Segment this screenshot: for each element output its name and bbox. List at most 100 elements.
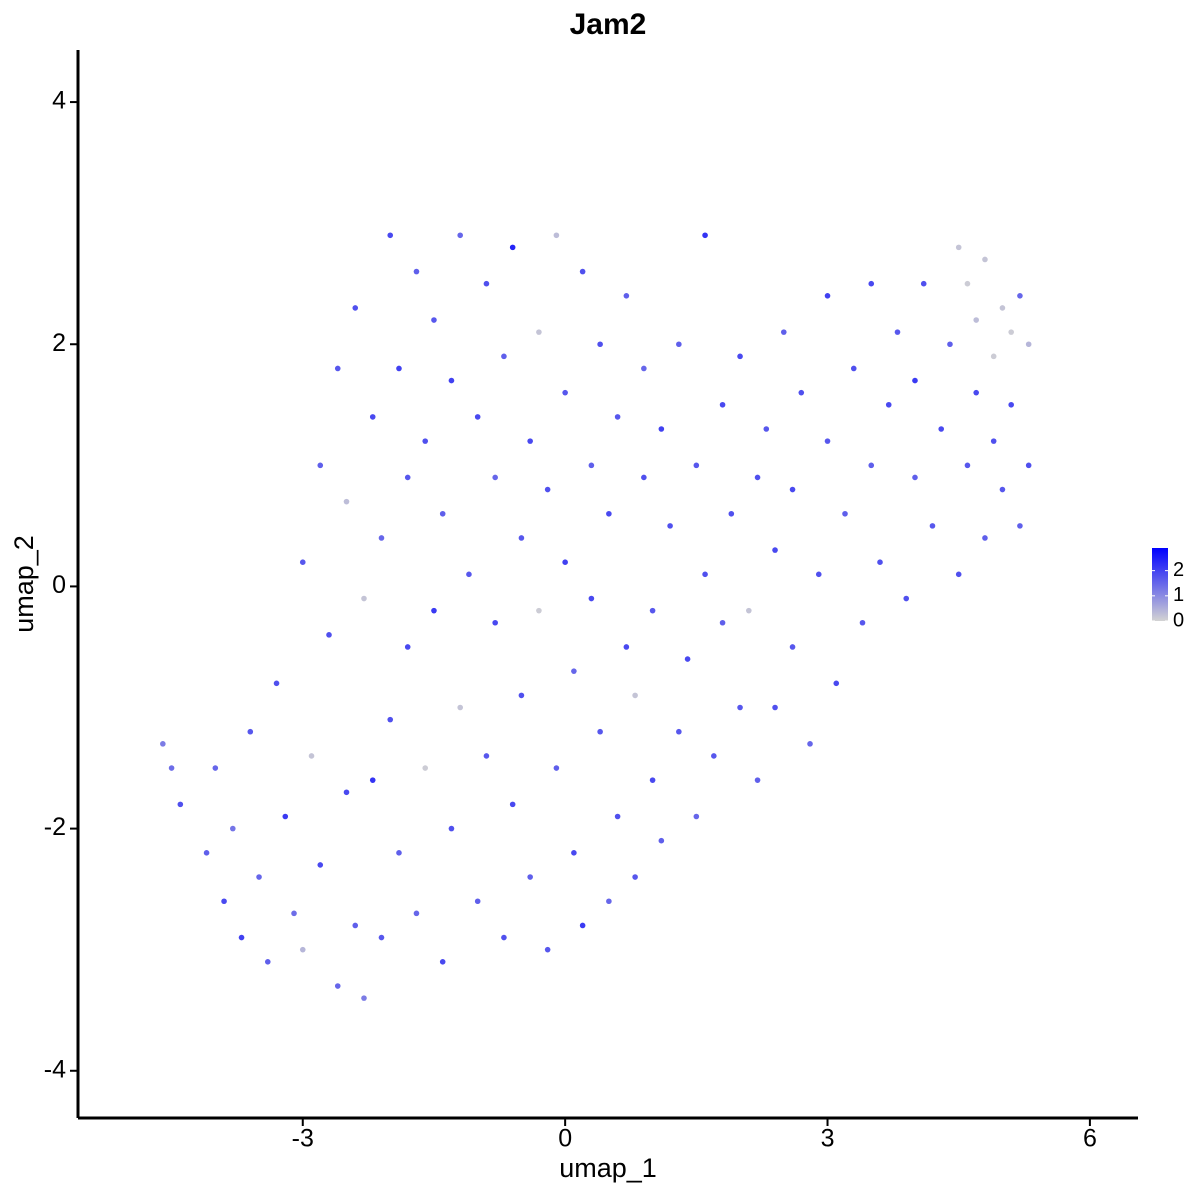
- point: [221, 898, 227, 905]
- point: [728, 510, 735, 517]
- point: [955, 244, 962, 251]
- point: [553, 765, 560, 771]
- point: [413, 268, 420, 275]
- point: [509, 801, 516, 808]
- point: [824, 293, 831, 299]
- point: [676, 341, 682, 348]
- point: [1008, 401, 1014, 408]
- point: [894, 329, 901, 335]
- chart-title: Jam2: [570, 8, 647, 41]
- point: [641, 474, 647, 481]
- point: [693, 462, 700, 469]
- point: [780, 329, 787, 335]
- point: [230, 825, 236, 832]
- point: [614, 813, 621, 820]
- point: [938, 426, 945, 432]
- point: [964, 280, 971, 287]
- point: [492, 619, 498, 626]
- point: [737, 704, 743, 711]
- point: [282, 813, 289, 820]
- point: [850, 365, 857, 372]
- point: [920, 280, 927, 287]
- point: [815, 571, 822, 578]
- point: [868, 462, 875, 469]
- point: [859, 619, 866, 626]
- point: [352, 305, 359, 311]
- point: [457, 704, 463, 711]
- point: [702, 232, 708, 239]
- point: [553, 232, 560, 239]
- point: [999, 486, 1006, 493]
- point: [990, 438, 997, 444]
- point: [203, 850, 210, 856]
- point: [334, 365, 341, 372]
- y-tick-label: 2: [52, 329, 66, 357]
- point: [1017, 293, 1023, 299]
- point: [579, 268, 586, 275]
- point: [824, 438, 831, 444]
- point: [623, 644, 630, 650]
- point: [536, 329, 542, 335]
- point: [256, 874, 262, 880]
- point: [929, 523, 936, 529]
- point: [719, 619, 726, 626]
- point: [544, 486, 551, 493]
- y-axis-label: umap_2: [9, 535, 39, 633]
- point: [737, 353, 743, 360]
- y-tick-label: -2: [44, 813, 66, 841]
- point: [238, 934, 245, 941]
- point: [667, 523, 673, 529]
- point: [632, 874, 638, 880]
- point: [439, 958, 446, 965]
- point: [579, 922, 586, 929]
- point: [483, 753, 490, 759]
- point: [422, 765, 429, 771]
- point: [912, 474, 918, 481]
- point: [719, 401, 726, 408]
- point: [299, 946, 306, 953]
- point: [606, 898, 612, 905]
- point: [868, 280, 875, 287]
- point: [562, 389, 568, 396]
- point: [291, 910, 297, 917]
- point: [334, 983, 341, 989]
- point: [912, 377, 918, 384]
- point: [676, 728, 682, 735]
- point: [885, 401, 892, 408]
- point: [536, 607, 542, 614]
- point: [177, 801, 184, 808]
- point: [317, 862, 324, 868]
- point: [1025, 341, 1032, 348]
- point: [483, 280, 490, 287]
- point: [387, 716, 394, 723]
- point: [947, 341, 953, 348]
- point: [431, 317, 437, 323]
- point: [439, 510, 446, 517]
- x-tick-label: 0: [558, 1125, 572, 1153]
- colorbar-tick-label: 2: [1173, 559, 1184, 581]
- point: [343, 498, 350, 505]
- point: [448, 825, 455, 832]
- point: [431, 607, 437, 614]
- point: [527, 874, 533, 880]
- point: [649, 607, 656, 614]
- point: [571, 668, 577, 674]
- point: [501, 353, 507, 360]
- point: [492, 474, 498, 481]
- point: [789, 644, 796, 650]
- point: [973, 317, 980, 323]
- point: [772, 547, 778, 553]
- point: [614, 414, 621, 420]
- point: [527, 438, 533, 444]
- point: [877, 559, 883, 566]
- point: [903, 595, 910, 602]
- point: [623, 293, 630, 299]
- point: [247, 728, 254, 735]
- x-tick-label: 3: [821, 1125, 835, 1153]
- point: [422, 438, 429, 444]
- point: [693, 813, 700, 820]
- x-axis-label: umap_1: [559, 1153, 657, 1183]
- point: [982, 256, 988, 263]
- point: [763, 426, 770, 432]
- point: [789, 486, 796, 493]
